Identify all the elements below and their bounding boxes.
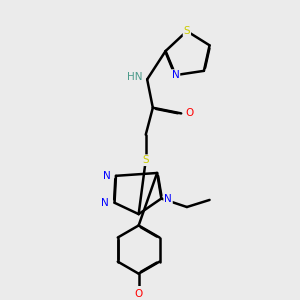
Text: S: S <box>184 26 190 36</box>
Text: N: N <box>172 70 179 80</box>
Text: N: N <box>164 194 172 203</box>
Text: N: N <box>101 198 109 208</box>
Text: HN: HN <box>128 71 143 82</box>
Text: N: N <box>103 171 110 181</box>
Text: S: S <box>142 155 149 165</box>
Text: O: O <box>186 108 194 118</box>
Text: O: O <box>134 289 143 298</box>
